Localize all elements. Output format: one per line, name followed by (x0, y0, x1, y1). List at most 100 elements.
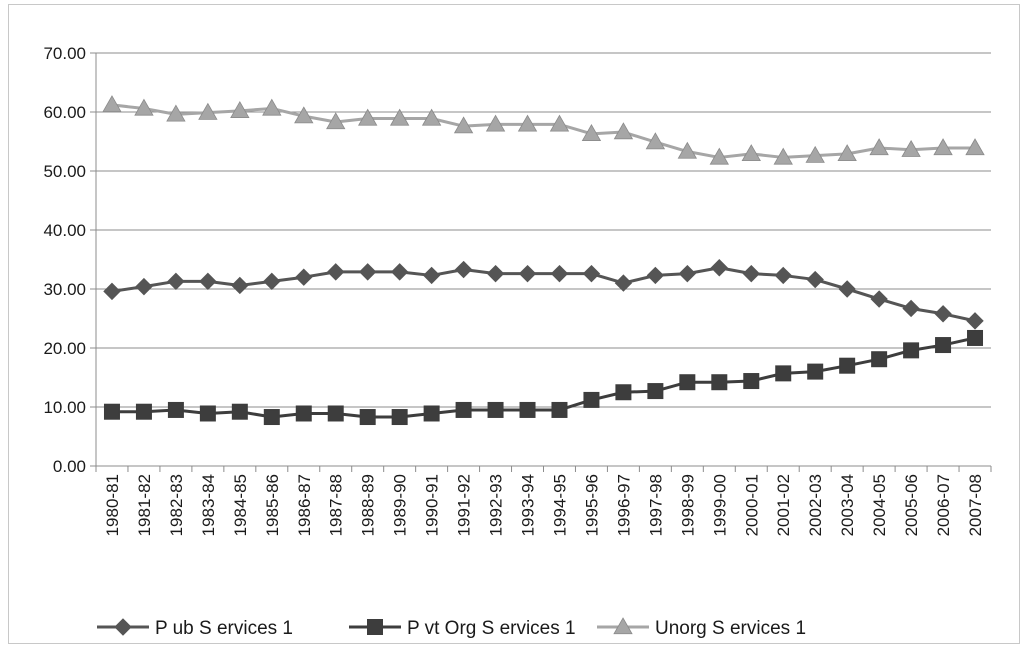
data-point (135, 277, 153, 296)
data-point (838, 280, 856, 298)
x-tick-label: 1983-84 (199, 474, 218, 536)
data-point (551, 401, 568, 418)
data-point (358, 108, 378, 126)
data-point (775, 365, 792, 382)
legend-marker (367, 619, 383, 635)
data-point (645, 132, 666, 150)
x-tick-label: 1997-98 (646, 474, 665, 536)
y-tick-label: 40.00 (43, 221, 86, 240)
x-tick-label: 1993-94 (519, 474, 538, 536)
legend-label: Unorg S ervices 1 (655, 618, 806, 639)
data-point (741, 144, 761, 162)
line-chart: 0.0010.0020.0030.0040.0050.0060.0070.00 … (43, 44, 992, 639)
data-point (902, 299, 920, 318)
data-point (198, 102, 218, 120)
legend-item: P ub S ervices 1 (97, 618, 293, 639)
x-axis-tick-labels: 1980-81 1981-82 1982-83 1983-84 1984-85 1985-… (103, 474, 985, 536)
data-point (806, 270, 824, 289)
legend-label: P vt Org S ervices 1 (407, 618, 576, 639)
data-point (614, 274, 633, 292)
data-point (103, 282, 121, 301)
data-point (103, 403, 120, 420)
data-point (582, 264, 601, 283)
data-point (678, 264, 697, 283)
x-tick-label: 1994-95 (550, 474, 569, 536)
data-point (423, 405, 440, 422)
series-line (111, 103, 976, 159)
x-tick-label: 1999-00 (710, 474, 729, 536)
data-point (871, 351, 888, 368)
data-point (807, 363, 824, 380)
data-point (166, 104, 186, 122)
x-tick-label: 1988-89 (359, 474, 378, 536)
data-point (487, 401, 504, 418)
data-point (167, 272, 185, 291)
data-point (677, 141, 698, 159)
series-triangle (102, 95, 985, 165)
data-point (327, 263, 345, 281)
x-tick-label: 1989-90 (391, 474, 410, 536)
data-point (455, 401, 472, 418)
legend-marker (613, 617, 633, 635)
series-line (111, 336, 976, 419)
data-point (262, 98, 282, 116)
data-point (231, 276, 249, 295)
data-point (773, 147, 793, 165)
data-point (263, 409, 280, 426)
x-tick-label: 1980-81 (103, 474, 122, 536)
gridlines (96, 52, 991, 408)
data-point (550, 264, 569, 283)
data-point (359, 409, 376, 426)
y-tick-label: 20.00 (43, 339, 86, 358)
data-point (710, 259, 729, 277)
data-point (167, 401, 184, 418)
data-point (647, 383, 664, 400)
data-point (967, 329, 984, 346)
data-point (901, 139, 921, 157)
legend-item: Unorg S ervices 1 (597, 617, 806, 639)
x-tick-label: 1991-92 (455, 474, 474, 536)
axes (90, 52, 992, 472)
data-point (230, 101, 250, 118)
data-point (485, 114, 506, 132)
x-tick-label: 1986-87 (295, 474, 314, 536)
legend-marker (114, 618, 132, 636)
data-point (742, 264, 760, 283)
data-point (295, 268, 313, 286)
x-tick-label: 1985-86 (263, 474, 282, 536)
data-point (327, 405, 344, 422)
data-point (774, 266, 792, 285)
data-point (422, 266, 441, 285)
legend: P ub S ervices 1 P vt Org S ervices 1 Unor… (97, 617, 806, 639)
data-point (421, 108, 442, 126)
data-point (295, 405, 312, 422)
data-point (518, 264, 537, 283)
data-point (869, 138, 889, 156)
x-tick-label: 2006-07 (934, 474, 953, 536)
x-tick-label: 2000-01 (742, 474, 761, 536)
x-tick-label: 1998-99 (678, 474, 697, 536)
data-point (134, 98, 154, 116)
y-tick-label: 50.00 (43, 162, 86, 181)
data-point (870, 290, 888, 308)
x-tick-label: 1992-93 (487, 474, 506, 536)
data-point (454, 260, 473, 279)
data-point (390, 263, 409, 281)
data-point (294, 106, 314, 124)
x-tick-label: 2005-06 (902, 474, 921, 536)
data-point (679, 374, 696, 391)
y-axis-tick-labels: 0.00 10.00 20.00 30.00 40.00 50.00 60.00 70.00 (43, 44, 86, 476)
data-point (613, 122, 634, 140)
data-point (581, 124, 602, 141)
x-tick-label: 2003-04 (838, 474, 857, 536)
data-point (517, 114, 538, 132)
data-point (615, 384, 632, 401)
data-point (805, 145, 825, 163)
y-tick-label: 10.00 (43, 398, 86, 417)
x-tick-label: 2002-03 (806, 474, 825, 536)
data-point (231, 403, 248, 420)
data-point (519, 401, 536, 418)
x-tick-label: 2007-08 (966, 474, 985, 536)
data-point (933, 138, 953, 156)
y-tick-label: 70.00 (43, 44, 86, 63)
